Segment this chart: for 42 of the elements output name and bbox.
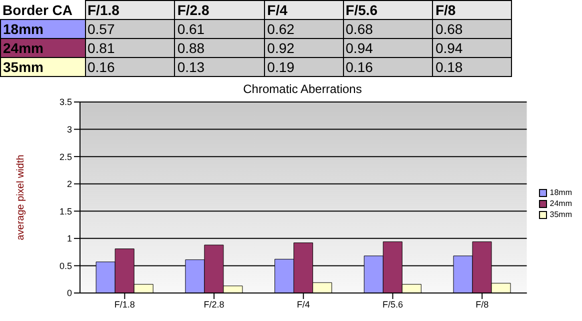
legend-label: 24mm: [550, 199, 572, 208]
data-label: 0.61: [174, 20, 265, 38]
category-label: F/2.8: [177, 2, 210, 18]
y-tick-label: 1: [66, 234, 72, 244]
category-label: F/4: [267, 2, 288, 18]
y-axis-title: average pixel width: [16, 154, 27, 240]
y-tick-label: 3.5: [59, 97, 72, 108]
category-label: F/1.8: [88, 2, 120, 18]
text: 35mm: [3, 59, 44, 75]
x-tick-label: F/5.6: [382, 299, 403, 310]
data-label: 0.68: [432, 20, 512, 38]
x-tick-label: F/2.8: [204, 299, 224, 310]
data-label: 0.92: [264, 38, 344, 58]
data-label: 0.16: [343, 58, 433, 76]
y-tick-label: 0: [66, 288, 72, 298]
x-tick-label: F/8: [476, 299, 489, 310]
data-label: 0.18: [432, 58, 512, 76]
data-label: 0.62: [264, 20, 344, 38]
data-label: 0.94: [432, 38, 512, 58]
x-tick-label: F/1.8: [114, 299, 135, 310]
chart-title: Chromatic Aberrations: [242, 82, 363, 96]
data-label: 0.13: [174, 58, 265, 76]
data-label: 0.81: [85, 38, 175, 58]
y-tick-label: 1.5: [59, 206, 72, 216]
legend-label: 18mm: [550, 188, 572, 197]
y-tick-label: 2: [66, 179, 72, 190]
y-tick-label: 2.5: [59, 152, 72, 162]
data-label: 0.88: [174, 38, 265, 58]
category-label: F/8: [435, 2, 456, 18]
x-tick-label: F/4: [296, 299, 310, 310]
legend-label: 35mm: [550, 210, 572, 219]
category-label: F/5.6: [346, 2, 378, 18]
y-tick-label: 0.5: [59, 260, 72, 271]
data-label: 0.19: [264, 58, 344, 76]
text: Border CA: [0, 0, 85, 20]
text: 18mm: [3, 21, 44, 37]
y-tick-label: 3: [66, 124, 72, 134]
data-label: 0.94: [343, 38, 433, 58]
data-label: 0.57: [85, 20, 175, 38]
data-label: 0.16: [85, 58, 175, 76]
text: 24mm: [3, 40, 44, 56]
data-label: 0.68: [343, 20, 433, 38]
